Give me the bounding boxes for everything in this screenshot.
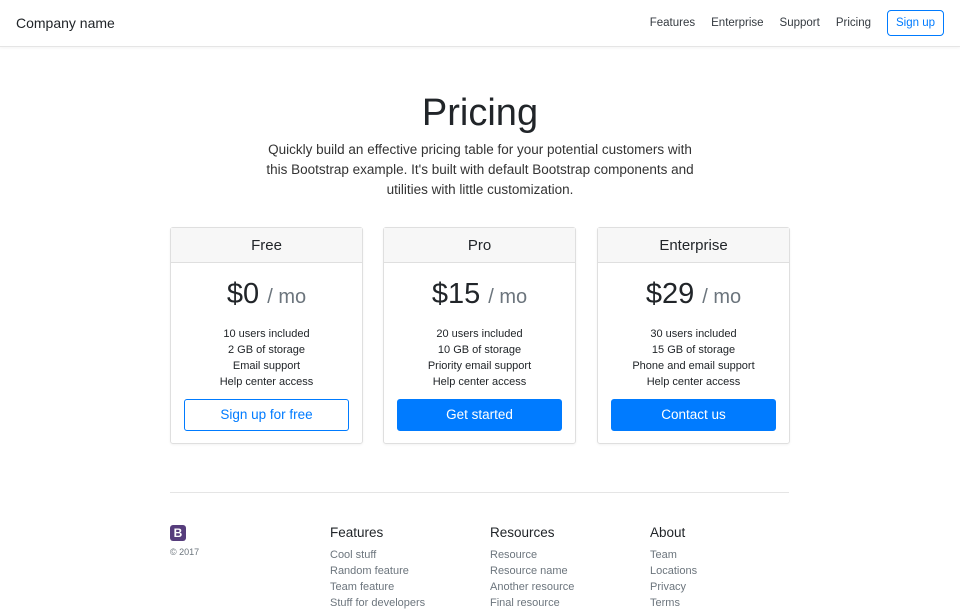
page-title: Pricing bbox=[421, 92, 539, 134]
nav-support[interactable]: Support bbox=[779, 17, 820, 29]
nav-pricing[interactable]: Pricing bbox=[835, 17, 871, 29]
plan-price: $0 / mo bbox=[226, 278, 307, 310]
bootstrap-logo-icon: B bbox=[170, 525, 186, 541]
footer-divider bbox=[170, 492, 789, 493]
plan-name: Enterprise bbox=[598, 228, 789, 263]
signup-free-button[interactable]: Sign up for free bbox=[184, 399, 349, 431]
footer-col-features: Features Cool stuff Random feature Team … bbox=[330, 525, 426, 609]
plan-card-pro: Pro $15 / mo 20 users included 10 GB of s… bbox=[383, 227, 576, 444]
plan-price: $15 / mo bbox=[431, 278, 528, 310]
plan-features: 30 users included 15 GB of storage Phone a… bbox=[632, 328, 755, 388]
nav-features[interactable]: Features bbox=[649, 17, 696, 29]
signup-button[interactable]: Sign up bbox=[886, 10, 944, 36]
plan-features: 10 users included 2 GB of storage Email su… bbox=[219, 328, 314, 388]
get-started-button[interactable]: Get started bbox=[397, 399, 562, 431]
footer-col-resources: Resources Resource Resource name Another… bbox=[490, 525, 575, 609]
footer-link[interactable]: Another resource bbox=[490, 581, 575, 593]
footer-link[interactable]: Team bbox=[650, 549, 677, 561]
footer-link[interactable]: Resource bbox=[490, 549, 538, 561]
footer-link[interactable]: Privacy bbox=[650, 581, 687, 593]
plan-name: Pro bbox=[384, 228, 575, 263]
footer-link[interactable]: Locations bbox=[650, 565, 698, 577]
contact-us-button[interactable]: Contact us bbox=[611, 399, 776, 431]
brand[interactable]: Company name bbox=[16, 15, 115, 31]
top-navbar: Company name Features Enterprise Support… bbox=[0, 0, 960, 47]
footer-link[interactable]: Resource name bbox=[490, 565, 568, 577]
footer-link[interactable]: Random feature bbox=[330, 565, 409, 577]
copyright: © 2017 bbox=[170, 547, 200, 557]
plan-name: Free bbox=[171, 228, 362, 263]
footer-link[interactable]: Team feature bbox=[330, 581, 395, 593]
footer-col-about: About Team Locations Privacy Terms bbox=[650, 525, 698, 609]
nav-enterprise[interactable]: Enterprise bbox=[711, 17, 764, 29]
plan-features: 20 users included 10 GB of storage Priorit… bbox=[427, 328, 532, 388]
footer-link[interactable]: Terms bbox=[650, 597, 680, 609]
footer-link[interactable]: Cool stuff bbox=[330, 549, 377, 561]
footer-link[interactable]: Final resource bbox=[490, 597, 560, 609]
hero: Pricing Quickly build an effective prici… bbox=[0, 90, 960, 200]
plan-price: $29 / mo bbox=[645, 278, 742, 310]
plan-card-enterprise: Enterprise $29 / mo 30 users included 15 … bbox=[597, 227, 790, 444]
plan-card-free: Free $0 / mo 10 users included 2 GB of st… bbox=[170, 227, 363, 444]
lead-text: Quickly build an effective pricing table… bbox=[266, 142, 694, 197]
footer-link[interactable]: Stuff for developers bbox=[330, 597, 426, 609]
